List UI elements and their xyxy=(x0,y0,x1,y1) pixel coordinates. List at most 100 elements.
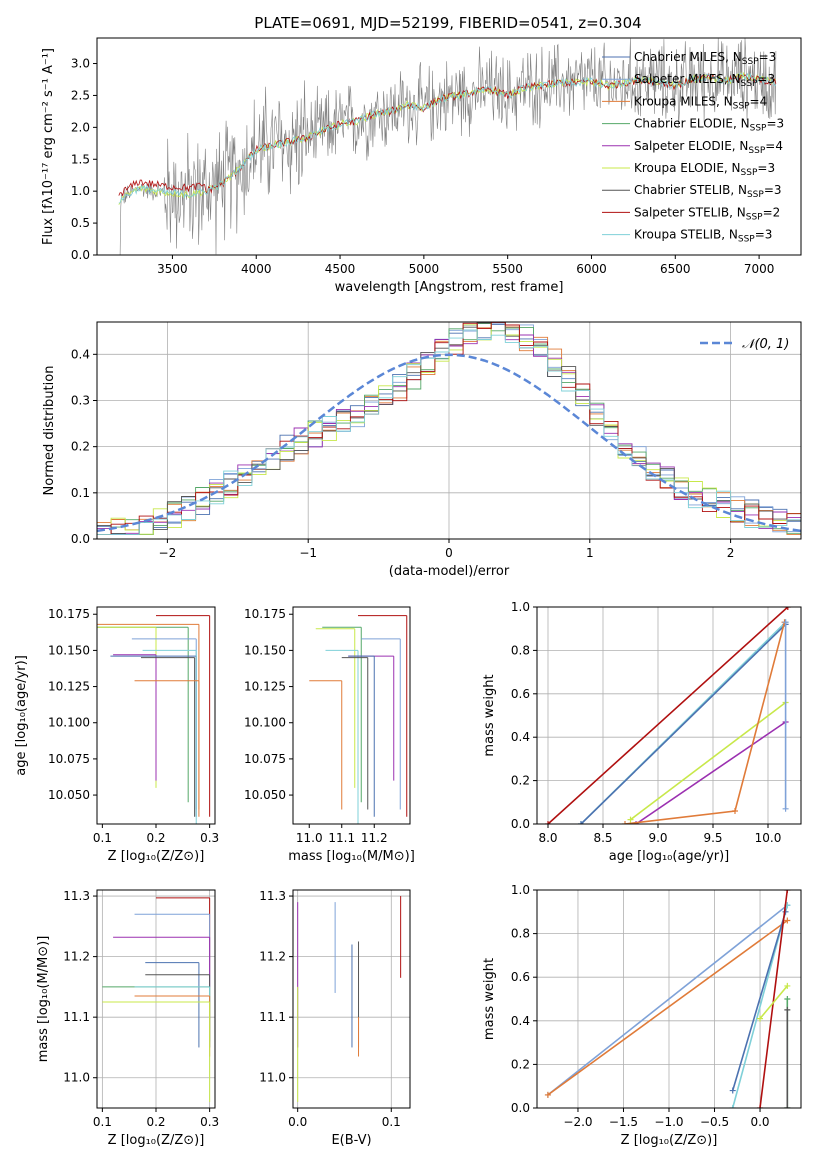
data-point xyxy=(784,890,791,893)
weight-line xyxy=(635,721,787,824)
plot-area-age_vs_Z xyxy=(97,615,211,824)
weight-line xyxy=(547,904,788,1096)
chart-age_vs_mass: 11.0 11.1 11.2 10.050 10.075 10.100 10.125 10.1… xyxy=(244,606,415,864)
weight-line xyxy=(624,621,786,824)
gaussian-curve xyxy=(97,353,801,533)
x-axis-label: age [log₁₀(age/yr)] xyxy=(609,849,730,864)
ytick-label: 0.4 xyxy=(511,1014,530,1028)
data-point xyxy=(782,619,789,626)
axes-frame xyxy=(536,606,802,825)
data-point xyxy=(757,1105,764,1108)
ytick-label: 11.3 xyxy=(63,889,90,903)
data-point xyxy=(732,807,738,814)
xtick-label: 8.0 xyxy=(538,831,557,845)
ytick-label: 1.5 xyxy=(71,152,90,166)
ytick-label: 11.3 xyxy=(259,889,286,903)
ytick-label: 0.4 xyxy=(71,347,90,361)
ytick-label: 10.075 xyxy=(48,752,90,766)
chart-mass_vs_Z: 0.1 0.2 0.3 11.0 11.1 11.2 11.3 Z [log₁₀(Z/Z⊙)]… xyxy=(36,889,219,1148)
ytick-label: 0.5 xyxy=(71,216,90,230)
xtick-label: 1 xyxy=(586,546,594,560)
weight-line xyxy=(580,623,787,824)
y-axis-label: mass [log₁₀(M/M⊙)] xyxy=(36,936,51,1063)
ytick-label: 0.2 xyxy=(511,1057,530,1071)
data-point xyxy=(784,1105,791,1108)
xtick-label: −0.5 xyxy=(700,1115,729,1129)
data-point xyxy=(784,917,791,924)
ytick-label: 10.150 xyxy=(48,643,90,657)
xtick-label: 11.2 xyxy=(361,831,388,845)
x-axis-label: Z [log₁₀(Z/Z⊙)] xyxy=(621,1133,718,1148)
legend-entry: Kroupa STELIB, NSSP=3 xyxy=(634,228,772,245)
xtick-label: 0.0 xyxy=(750,1115,769,1129)
data-point xyxy=(578,821,584,824)
y-axis-label: mass weight xyxy=(482,674,497,756)
xtick-label: 0.0 xyxy=(288,1115,307,1129)
ytick-label: 0.8 xyxy=(511,927,530,941)
ytick-label: 0.2 xyxy=(71,440,90,454)
data-point xyxy=(782,805,789,812)
legend-entry: Kroupa ELODIE, NSSP=3 xyxy=(634,161,775,178)
xtick-label: 0.2 xyxy=(146,831,165,845)
ytick-label: 11.2 xyxy=(259,950,286,964)
ytick-label: 10.125 xyxy=(48,680,90,694)
xtick-label: 0 xyxy=(445,546,453,560)
weight-line xyxy=(731,911,787,1091)
ytick-label: 2.0 xyxy=(71,120,90,134)
ytick-label: 10.075 xyxy=(244,752,286,766)
ytick-label: 0.4 xyxy=(511,730,530,744)
ytick-label: 1.0 xyxy=(71,184,90,198)
ytick-label: 1.0 xyxy=(511,600,530,614)
weight-line xyxy=(630,701,787,821)
x-axis-label: (data-model)/error xyxy=(389,564,510,579)
xtick-label: 2 xyxy=(727,546,735,560)
ytick-label: 10.175 xyxy=(48,607,90,621)
xtick-label: −1.0 xyxy=(654,1115,683,1129)
xtick-label: 11.0 xyxy=(296,831,323,845)
chart-residuals: 𝒩(0, 1) −2 −1 0 1 2 0.0 0.1 0.2 0.3 0.4 (data-model… xyxy=(42,321,802,579)
ytick-label: 10.050 xyxy=(48,788,90,802)
ytick-label: 1.0 xyxy=(511,883,530,897)
xtick-label: 0.1 xyxy=(93,1115,112,1129)
legend-entry: Salpeter MILES, NSSP=3 xyxy=(634,72,775,89)
legend: Chabrier MILES, NSSP=3 Salpeter MILES, NS… xyxy=(602,50,784,245)
xtick-label: −2.0 xyxy=(563,1115,592,1129)
legend-entry: Chabrier MILES, NSSP=3 xyxy=(634,50,776,67)
ytick-label: 0.1 xyxy=(71,486,90,500)
ytick-label: 10.100 xyxy=(48,716,90,730)
xtick-label: 0.2 xyxy=(146,1115,165,1129)
x-axis-label: mass [log₁₀(M/M⊙)] xyxy=(288,849,415,864)
legend-entry: Salpeter ELODIE, NSSP=4 xyxy=(634,139,783,156)
data-point xyxy=(544,1091,551,1098)
ytick-label: 0.6 xyxy=(511,970,530,984)
xtick-label: 6500 xyxy=(660,262,691,276)
ytick-label: 11.2 xyxy=(63,950,90,964)
legend-entry: Chabrier STELIB, NSSP=3 xyxy=(634,183,782,200)
xtick-label: 4500 xyxy=(325,262,356,276)
plot-area-mass_vs_Z xyxy=(102,897,211,1102)
ytick-label: 10.175 xyxy=(244,607,286,621)
ytick-label: 11.1 xyxy=(259,1010,286,1024)
xtick-label: 9.0 xyxy=(648,831,667,845)
ytick-label: 0.0 xyxy=(71,532,90,546)
axes-frame xyxy=(96,37,802,256)
axes-frame xyxy=(292,889,411,1109)
xtick-label: 8.5 xyxy=(593,831,612,845)
weight-line xyxy=(759,985,788,1020)
xtick-label: 10.0 xyxy=(755,831,782,845)
xtick-label: 5000 xyxy=(409,262,440,276)
chart-weight_vs_Z: −2.0 −1.5 −1.0 −0.5 0.0 0.0 0.2 0.4 0.6 0.8 1.0 Z [… xyxy=(482,883,802,1148)
x-axis-label: Z [log₁₀(Z/Z⊙)] xyxy=(108,849,205,864)
x-axis-label: Z [log₁₀(Z/Z⊙)] xyxy=(108,1133,205,1148)
model-line-8 xyxy=(118,72,776,204)
ytick-label: 0.0 xyxy=(511,1101,530,1115)
plot-area-residuals xyxy=(97,322,801,535)
histogram-8 xyxy=(97,329,801,535)
plot-area-spectrum xyxy=(118,38,777,255)
figure-title: PLATE=0691, MJD=52199, FIBERID=0541, z=0… xyxy=(254,14,641,32)
ytick-label: 10.125 xyxy=(244,680,286,694)
weight-line xyxy=(547,607,789,824)
data-point xyxy=(757,1015,764,1022)
histogram-0 xyxy=(97,324,801,535)
